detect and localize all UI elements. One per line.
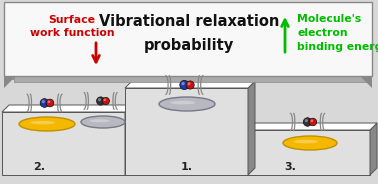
Circle shape xyxy=(310,119,313,122)
Text: Molecule's: Molecule's xyxy=(297,14,361,24)
Text: 1.: 1. xyxy=(181,162,192,172)
Text: electron: electron xyxy=(297,28,348,38)
Circle shape xyxy=(180,80,189,90)
Text: Vibrational relaxation: Vibrational relaxation xyxy=(99,14,279,29)
Text: 2.: 2. xyxy=(33,162,45,172)
Circle shape xyxy=(102,97,110,105)
Circle shape xyxy=(305,119,308,122)
Ellipse shape xyxy=(90,119,110,122)
Polygon shape xyxy=(370,123,377,175)
Circle shape xyxy=(187,82,191,85)
Ellipse shape xyxy=(170,101,195,104)
Circle shape xyxy=(48,100,50,103)
Circle shape xyxy=(181,82,185,85)
Text: 3.: 3. xyxy=(285,162,297,172)
Circle shape xyxy=(303,118,312,126)
Polygon shape xyxy=(2,112,125,175)
Polygon shape xyxy=(10,6,370,79)
Circle shape xyxy=(309,118,317,126)
Polygon shape xyxy=(14,10,368,82)
Polygon shape xyxy=(2,105,132,112)
Polygon shape xyxy=(125,105,132,175)
Text: Surface: Surface xyxy=(48,15,96,25)
Polygon shape xyxy=(125,81,255,88)
Circle shape xyxy=(104,98,106,101)
Ellipse shape xyxy=(81,116,125,128)
Circle shape xyxy=(46,99,54,107)
Ellipse shape xyxy=(294,140,318,143)
Circle shape xyxy=(186,81,194,89)
Polygon shape xyxy=(125,88,248,175)
Text: probability: probability xyxy=(144,38,234,53)
Circle shape xyxy=(40,99,49,107)
Text: binding energy: binding energy xyxy=(297,42,378,52)
Circle shape xyxy=(42,100,45,103)
Polygon shape xyxy=(4,2,372,76)
Polygon shape xyxy=(248,123,377,130)
Polygon shape xyxy=(4,76,16,88)
Ellipse shape xyxy=(19,117,75,131)
Ellipse shape xyxy=(283,136,337,150)
Text: work function: work function xyxy=(30,28,114,38)
Circle shape xyxy=(96,97,105,105)
Ellipse shape xyxy=(159,97,215,111)
Polygon shape xyxy=(248,130,370,175)
Polygon shape xyxy=(360,76,372,88)
Ellipse shape xyxy=(30,121,56,124)
Circle shape xyxy=(98,98,101,101)
Polygon shape xyxy=(248,81,255,175)
